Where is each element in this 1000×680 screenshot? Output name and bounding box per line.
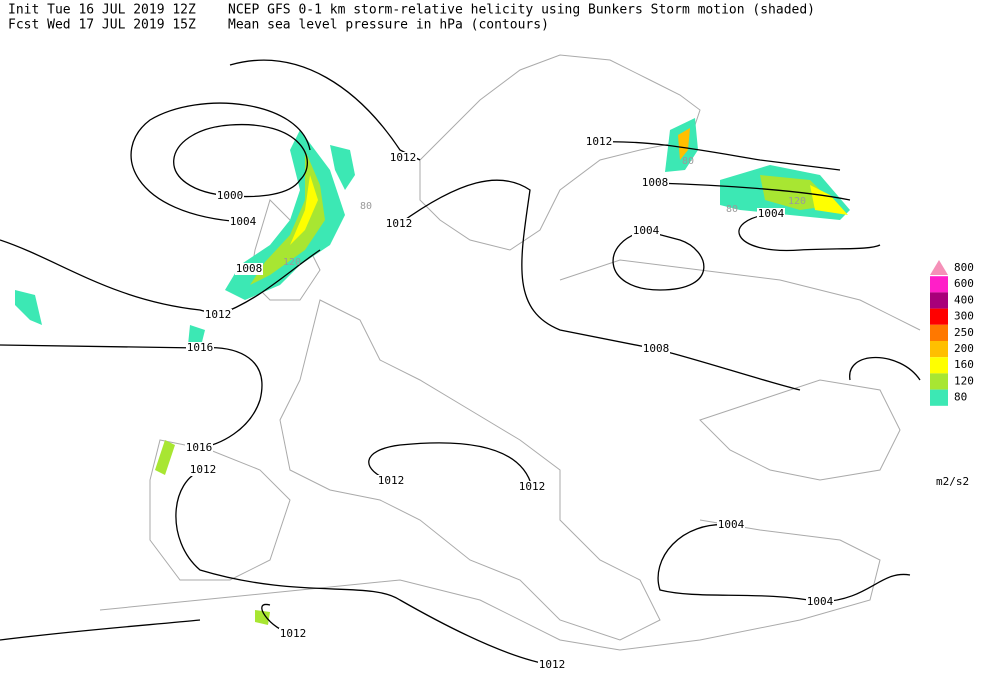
contour-label: 1004	[633, 224, 660, 237]
contour-label: 1012	[519, 480, 546, 493]
legend-swatch	[930, 373, 948, 390]
legend-label: 800	[954, 261, 974, 274]
contour-label-bg	[204, 309, 232, 321]
contour-label: 1004	[230, 215, 257, 228]
contour-label: 1012	[539, 658, 566, 671]
legend-swatch	[930, 389, 948, 406]
legend-swatch	[930, 357, 948, 374]
contour-label: 1008	[643, 342, 670, 355]
contour-label: 1004	[807, 595, 834, 608]
pressure-contours	[0, 59, 921, 666]
shaded-label: 80	[682, 156, 694, 167]
contour-label: 1008	[642, 176, 669, 189]
legend-label: 400	[954, 293, 974, 306]
contour-label: 1012	[378, 474, 405, 487]
legend-label: 300	[954, 310, 974, 323]
contour-label-bg	[235, 263, 263, 275]
contour-label-bg	[279, 628, 307, 640]
helicity-shading	[15, 118, 850, 625]
legend-swatch	[930, 292, 948, 309]
contour-label: 1012	[205, 308, 232, 321]
contour-label-bg	[216, 190, 244, 202]
legend-swatch	[930, 308, 948, 325]
legend-label: 250	[954, 326, 974, 339]
contour-label-bg	[185, 442, 213, 454]
contour-label-bg	[377, 475, 405, 487]
contour-label: 1012	[386, 217, 413, 230]
shaded-label: 80	[360, 201, 372, 212]
contour-label: 1008	[236, 262, 263, 275]
contour-label: 1012	[390, 151, 417, 164]
legend-swatch	[930, 260, 948, 275]
legend-unit: m2/s2	[936, 475, 969, 488]
init-time: Init Tue 16 JUL 2019 12Z	[8, 3, 196, 18]
contour-label-bg	[806, 596, 834, 608]
contour-label: 1012	[190, 463, 217, 476]
legend-label: 160	[954, 358, 974, 371]
contour-label-bg	[632, 225, 660, 237]
contour-label-bg	[585, 136, 613, 148]
contour-label: 1004	[718, 518, 745, 531]
contour-label-bg	[757, 208, 785, 220]
legend-label: 600	[954, 277, 974, 290]
legend-label: 120	[954, 374, 974, 387]
contour-label: 1016	[187, 341, 214, 354]
contour-label: 1016	[186, 441, 213, 454]
legend-swatch	[930, 324, 948, 341]
contour-label-bg	[186, 342, 214, 354]
contour-label-bg	[642, 343, 670, 355]
shaded-label: 120	[788, 196, 806, 207]
contour-label: 1000	[217, 189, 244, 202]
coastlines	[99, 54, 921, 651]
legend-swatch	[930, 341, 948, 358]
map-subtitle: Mean sea level pressure in hPa (contours…	[228, 18, 549, 33]
map-title: NCEP GFS 0-1 km storm-relative helicity …	[228, 3, 815, 18]
contour-label-bg	[518, 481, 546, 493]
contour-label-bg	[229, 216, 257, 228]
contour-label-bg	[385, 218, 413, 230]
contour-label: 1012	[586, 135, 613, 148]
contour-label-bg	[717, 519, 745, 531]
forecast-time: Fcst Wed 17 JUL 2019 15Z	[8, 18, 196, 33]
contour-label: 1004	[758, 207, 785, 220]
contour-label-bg	[538, 659, 566, 671]
shaded-label: 80	[726, 204, 738, 215]
contour-label-bg	[389, 152, 417, 164]
shaded-label: 120	[283, 257, 301, 268]
contour-label-bg	[189, 464, 217, 476]
contour-label-bg	[641, 177, 669, 189]
legend-label: 200	[954, 342, 974, 355]
legend-label: 80	[954, 391, 967, 404]
legend-swatch	[930, 276, 948, 293]
contour-label: 1012	[280, 627, 307, 640]
